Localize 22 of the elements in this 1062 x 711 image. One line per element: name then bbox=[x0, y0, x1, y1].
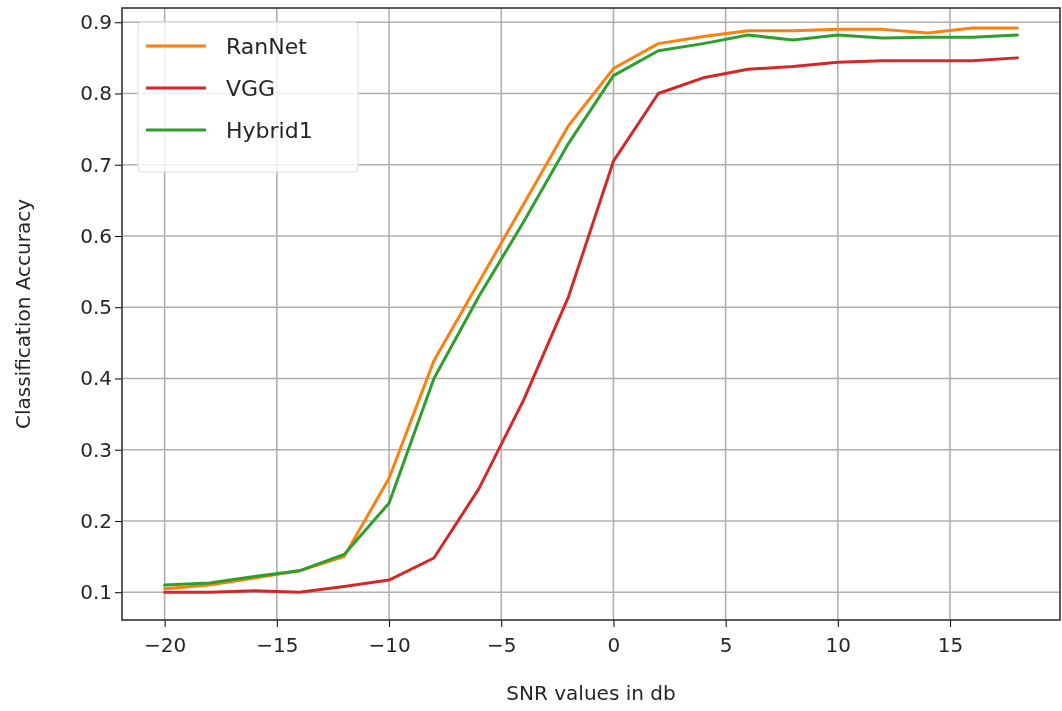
legend-label: VGG bbox=[226, 76, 276, 101]
x-tick-label: −15 bbox=[256, 633, 299, 657]
x-tick-label: 15 bbox=[937, 633, 964, 657]
y-tick-label: 0.9 bbox=[80, 10, 112, 35]
x-tick-label: 5 bbox=[719, 633, 733, 657]
y-axis-title: Classification Accuracy bbox=[11, 198, 35, 429]
legend-label: Hybrid1 bbox=[226, 118, 313, 143]
y-tick-label: 0.7 bbox=[80, 152, 112, 177]
legend-label: RanNet bbox=[226, 34, 308, 59]
y-tick-label: 0.4 bbox=[80, 366, 112, 391]
y-tick-label: 0.3 bbox=[80, 437, 112, 462]
x-tick-label: −10 bbox=[368, 633, 411, 657]
y-tick-label: 0.1 bbox=[80, 580, 112, 605]
y-tick-label: 0.8 bbox=[80, 81, 112, 106]
x-axis-title: SNR values in db bbox=[506, 681, 676, 705]
y-tick-label: 0.2 bbox=[80, 508, 112, 533]
y-tick-label: 0.6 bbox=[80, 223, 112, 248]
y-tick-label: 0.5 bbox=[80, 295, 112, 320]
x-tick-label: 0 bbox=[607, 633, 621, 657]
x-tick-label: −5 bbox=[487, 633, 517, 657]
x-tick-label: 10 bbox=[825, 633, 852, 657]
x-tick-label: −20 bbox=[144, 633, 187, 657]
